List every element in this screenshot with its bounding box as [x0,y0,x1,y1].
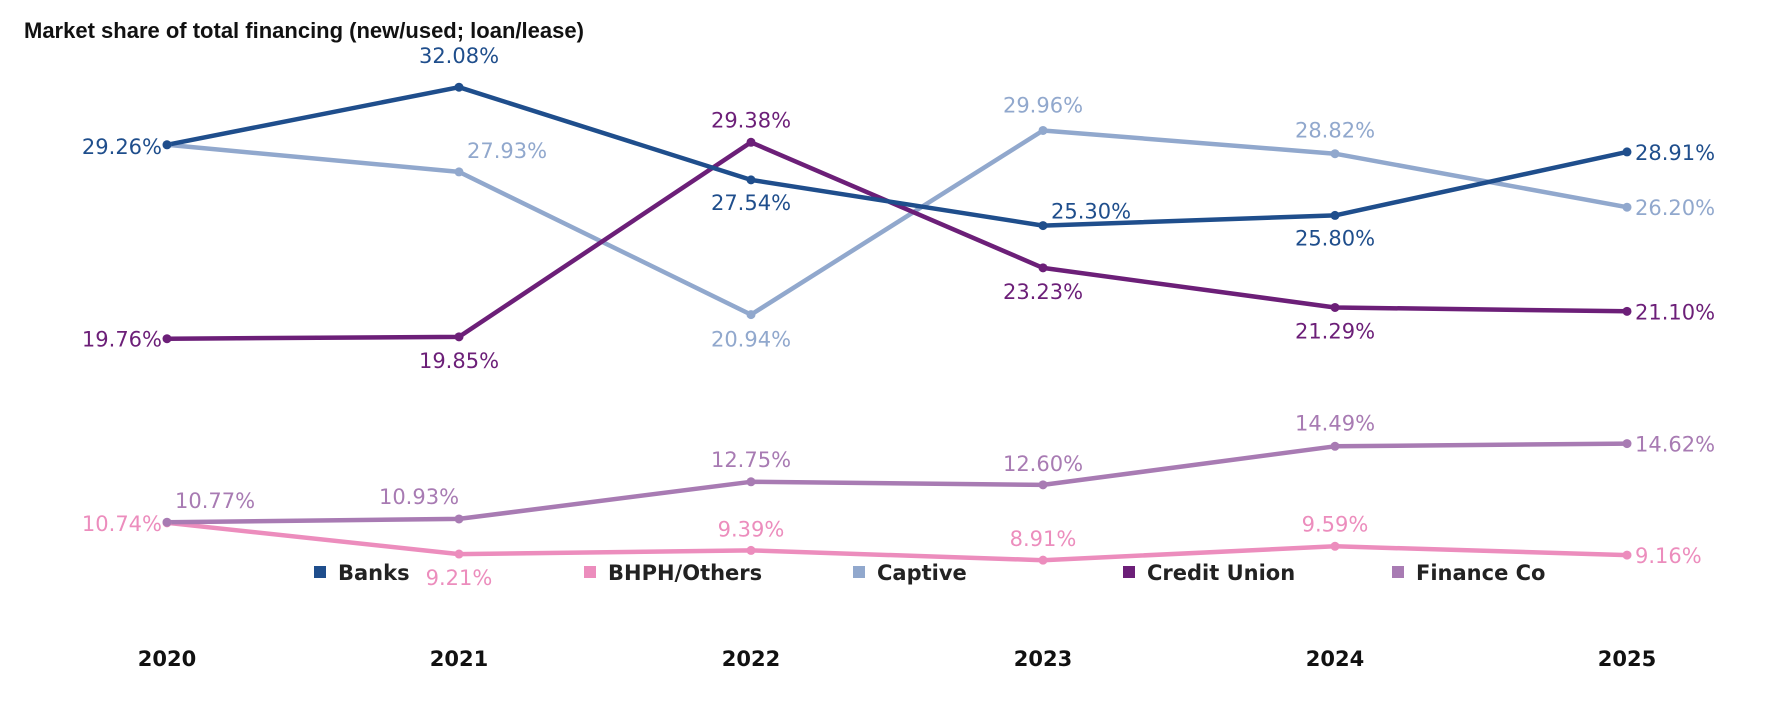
data-point [1038,480,1048,490]
legend-swatch [1123,566,1135,578]
data-label: 12.60% [1003,452,1083,476]
legend-label: BHPH/Others [608,561,762,585]
data-label: 27.54% [711,191,791,215]
data-point [162,517,172,527]
data-label: 20.94% [711,328,791,352]
plot-area [20,48,1742,640]
data-point [1622,202,1632,212]
data-point [454,332,464,342]
data-point [1038,221,1048,231]
data-label: 10.93% [379,485,459,509]
legend-swatch [584,566,596,578]
legend-swatch [853,566,865,578]
x-axis: 2020 2021 2022 2023 2024 2025 [138,647,1656,671]
legend-label: Captive [877,561,967,585]
data-point [1622,306,1632,316]
series-line-captive [164,128,1630,317]
data-point [162,334,172,344]
data-label: 19.76% [82,328,162,352]
series-line-credit-union [164,140,1630,341]
data-label: 27.93% [467,139,547,163]
data-point [454,167,464,177]
x-tick-label: 2021 [430,647,488,671]
data-label: 14.62% [1635,433,1715,457]
data-point [1330,441,1340,451]
data-label: 21.10% [1635,300,1715,324]
series-points [162,82,1632,565]
data-label: 10.77% [175,489,255,513]
data-label: 23.23% [1003,280,1083,304]
data-label: 10.74% [82,512,162,536]
data-label: 32.08% [419,44,499,68]
data-point [454,82,464,92]
data-point [1622,550,1632,560]
data-label: 9.16% [1635,544,1702,568]
data-point [1622,439,1632,449]
data-label: 28.82% [1295,119,1375,143]
series-line-bhph-others [164,520,1630,563]
legend-swatch [1392,566,1404,578]
legend-label: Credit Union [1147,561,1295,585]
x-tick-label: 2024 [1306,647,1364,671]
data-point [746,477,756,487]
legend-label: Banks [338,561,410,585]
data-point [1622,147,1632,157]
legend-swatch [314,566,326,578]
chart-title: Market share of total financing (new/use… [24,18,584,43]
data-label: 19.85% [419,349,499,373]
data-label: 9.39% [718,517,785,541]
data-point [1038,263,1048,273]
data-label: 14.49% [1295,411,1375,435]
legend: Banks BHPH/Others Captive Credit Union Finan… [314,561,1545,585]
data-point [1038,555,1048,565]
data-point [454,514,464,524]
data-label: 12.75% [711,448,791,472]
data-label: 9.21% [426,566,493,590]
series-line-banks [164,84,1630,228]
series-lines [164,84,1630,563]
data-label: 29.26% [82,135,162,159]
data-point [746,175,756,185]
data-point [454,549,464,559]
data-label: 29.38% [711,108,791,132]
data-label: 26.20% [1635,196,1715,220]
data-point [746,545,756,555]
data-point [162,140,172,150]
data-point [1330,302,1340,312]
data-label: 8.91% [1010,527,1077,551]
data-point [746,310,756,320]
data-point [1330,210,1340,220]
data-point [1330,149,1340,159]
x-tick-label: 2025 [1598,647,1656,671]
legend-label: Finance Co [1416,561,1545,585]
data-label: 28.91% [1635,141,1715,165]
data-label: 9.59% [1302,512,1369,536]
data-label: 25.30% [1051,200,1131,224]
data-label: 21.29% [1295,319,1375,343]
x-tick-label: 2023 [1014,647,1072,671]
data-labels: 29.26% 32.08% 27.54% 25.30% 25.80% 28.91% 10.7… [82,44,1715,590]
data-label: 29.96% [1003,93,1083,117]
series-line-finance-co [164,441,1630,525]
data-label: 25.80% [1295,226,1375,250]
data-point [1330,541,1340,551]
x-tick-label: 2020 [138,647,196,671]
data-point [746,137,756,147]
x-tick-label: 2022 [722,647,780,671]
data-point [1038,125,1048,135]
